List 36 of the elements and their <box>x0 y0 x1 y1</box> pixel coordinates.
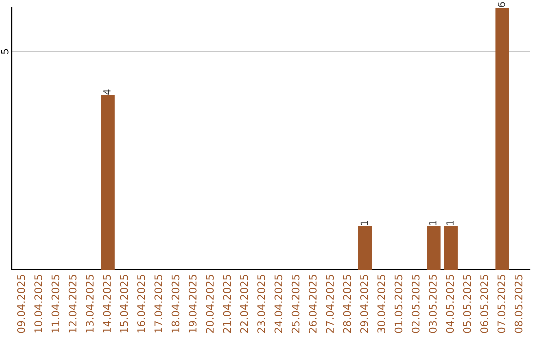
x-tick-label: 06.05.2025 <box>480 275 488 334</box>
x-tick-label: 22.04.2025 <box>240 275 248 334</box>
x-tick-label: 01.05.2025 <box>394 275 403 334</box>
x-tick-label: 18.04.2025 <box>172 275 180 333</box>
x-tick-label: 07.05.2025 <box>498 275 506 334</box>
x-tick-label: 27.04.2025 <box>326 275 334 334</box>
x-tick-label: 12.04.2025 <box>68 275 77 333</box>
x-tick-label: 15.04.2025 <box>120 275 128 333</box>
x-tick-label: 04.05.2025 <box>446 275 454 334</box>
x-tick-label: 10.04.2025 <box>34 275 42 333</box>
x-tick-label: 24.04.2025 <box>274 275 283 334</box>
x-tick-label: 09.04.2025 <box>17 275 26 334</box>
data-label: 6 <box>498 2 506 8</box>
x-tick-label: 13.04.2025 <box>86 275 94 333</box>
x-tick-label: 30.04.2025 <box>378 275 386 334</box>
x-tick-label: 20.04.2025 <box>206 275 214 334</box>
x-tick-label: 11.04.2025 <box>52 275 60 333</box>
data-label: 1 <box>430 221 437 226</box>
x-tick-label: 21.04.2025 <box>223 275 232 334</box>
x-tick-label: 16.04.2025 <box>138 275 146 333</box>
y-tick-label: 5 <box>2 49 9 54</box>
x-tick-label: 05.05.2025 <box>463 275 472 334</box>
x-tick-label: 14.04.2025 <box>103 275 112 333</box>
x-tick-label: 28.04.2025 <box>343 275 352 334</box>
data-label: 1 <box>446 221 454 226</box>
data-label: 4 <box>104 90 111 95</box>
x-tick-label: 17.04.2025 <box>154 275 163 333</box>
x-tick-label: 03.05.2025 <box>429 275 437 334</box>
x-tick-label: 23.04.2025 <box>258 275 266 334</box>
x-tick-label: 29.04.2025 <box>360 275 368 334</box>
x-tick-label: 26.04.2025 <box>309 275 317 334</box>
x-tick-label: 08.05.2025 <box>514 275 523 334</box>
x-tick-label: 19.04.2025 <box>188 275 197 333</box>
x-tick-label: 25.04.2025 <box>292 275 300 334</box>
data-label: 1 <box>360 221 368 226</box>
x-tick-label: 02.05.2025 <box>412 275 420 334</box>
